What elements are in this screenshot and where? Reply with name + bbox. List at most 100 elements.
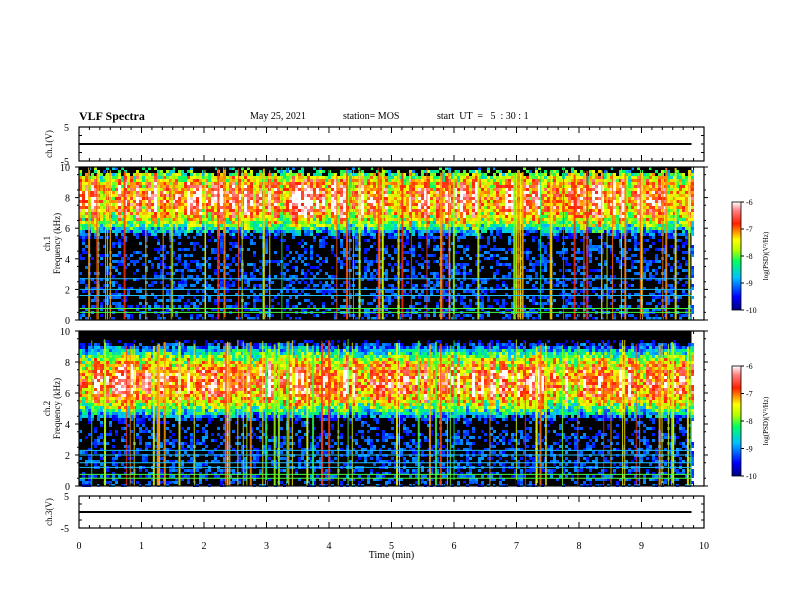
spectrogram-cell	[460, 263, 463, 266]
spectrogram-cell	[526, 185, 529, 188]
spectrogram-cell	[304, 212, 307, 215]
spectrogram-cell	[481, 299, 484, 302]
spectrogram-cell	[361, 227, 364, 230]
spectrogram-cell	[175, 215, 178, 218]
spectrogram-cell	[385, 272, 388, 275]
spectrogram-cell	[127, 200, 130, 203]
spectrogram-cell	[130, 182, 133, 185]
spectrogram-cell	[277, 185, 280, 188]
spectrogram-cell	[526, 224, 529, 227]
spectrogram-cell	[403, 269, 406, 272]
spectrogram-cell	[478, 170, 481, 173]
spectrogram-cell	[91, 224, 94, 227]
spectrogram-cell	[157, 305, 160, 308]
spectrogram-cell	[496, 194, 499, 197]
spectrogram-cell	[337, 221, 340, 224]
spectrogram-cell	[181, 224, 184, 227]
spectrogram-cell	[526, 200, 529, 203]
spectrogram-cell	[244, 305, 247, 308]
spectrogram-cell	[322, 206, 325, 209]
spectrogram-cell	[196, 260, 199, 263]
spectrogram-cell	[367, 179, 370, 182]
spectrogram-cell	[214, 209, 217, 212]
spectrogram-cell	[271, 305, 274, 308]
spectrogram-cell	[394, 218, 397, 221]
spectrogram-cell	[265, 230, 268, 233]
spectrogram-cell	[196, 215, 199, 218]
spectrogram-cell	[355, 176, 358, 179]
spectrogram-cell	[403, 206, 406, 209]
spectrogram-cell	[427, 239, 430, 242]
spectrogram-cell	[457, 230, 460, 233]
spectrogram-cell	[259, 188, 262, 191]
spectrogram-cell	[316, 173, 319, 176]
spectrogram-cell	[178, 230, 181, 233]
spectrogram-cell	[331, 221, 334, 224]
spectrogram-cell	[85, 218, 88, 221]
spectrogram-cell	[367, 218, 370, 221]
spectrogram-cell	[427, 182, 430, 185]
spectrogram-cell	[322, 185, 325, 188]
spectrogram-cell	[421, 248, 424, 251]
spectrogram-cell	[310, 197, 313, 200]
spectrogram-cell	[466, 230, 469, 233]
spectrogram-cell	[283, 263, 286, 266]
spectrogram-cell	[157, 203, 160, 206]
spectrogram-cell	[418, 227, 421, 230]
spectrogram-cell	[304, 281, 307, 284]
spectrogram-cell	[133, 182, 136, 185]
spectrogram-cell	[139, 179, 142, 182]
spectrogram-cell	[325, 200, 328, 203]
spectrogram-cell	[343, 233, 346, 236]
spectrogram-cell	[199, 230, 202, 233]
spectrogram-cell	[199, 269, 202, 272]
spectrogram-cell	[100, 176, 103, 179]
spectrogram-cell	[304, 224, 307, 227]
spectrogram-cell	[259, 266, 262, 269]
spectrogram-cell	[535, 260, 538, 263]
spectrogram-cell	[406, 206, 409, 209]
spectrogram-cell	[112, 254, 115, 257]
spectrogram-cell	[508, 209, 511, 212]
spectrogram-cell	[184, 233, 187, 236]
spectrogram-cell	[244, 191, 247, 194]
spectrogram-cell	[340, 227, 343, 230]
spectrogram-cell	[226, 188, 229, 191]
spectrogram-cell	[160, 194, 163, 197]
spectrogram-cell	[190, 260, 193, 263]
spectrogram-cell	[193, 200, 196, 203]
spectrogram-cell	[220, 218, 223, 221]
spectrogram-cell	[157, 275, 160, 278]
spectrogram-cell	[154, 173, 157, 176]
spectrogram-cell	[466, 179, 469, 182]
spectrogram-cell	[148, 176, 151, 179]
spectrogram-cell	[184, 248, 187, 251]
spectrogram-cell	[211, 197, 214, 200]
spectrogram-cell	[157, 197, 160, 200]
spectrogram-cell	[187, 275, 190, 278]
spectrogram-cell	[505, 209, 508, 212]
spectrogram-cell	[271, 260, 274, 263]
spectrogram-cell	[508, 188, 511, 191]
spectrogram-cell	[136, 179, 139, 182]
spectrogram-cell	[325, 224, 328, 227]
spectrogram-cell	[100, 188, 103, 191]
spectrogram-cell	[283, 173, 286, 176]
spectrogram-cell	[304, 257, 307, 260]
spectrogram-cell	[406, 224, 409, 227]
spectrogram-cell	[481, 215, 484, 218]
spectrogram-cell	[157, 227, 160, 230]
spectrogram-cell	[154, 182, 157, 185]
spectrogram-cell	[133, 200, 136, 203]
spectrogram-cell	[253, 263, 256, 266]
spectrogram-cell	[487, 257, 490, 260]
spectrogram-cell	[292, 290, 295, 293]
spectrogram-cell	[271, 185, 274, 188]
spectrogram-cell	[532, 212, 535, 215]
spectrogram-cell	[433, 239, 436, 242]
spectrogram-cell	[295, 260, 298, 263]
spectrogram-cell	[253, 185, 256, 188]
spectrogram-cell	[364, 266, 367, 269]
spectrogram-cell	[82, 257, 85, 260]
spectrogram-cell	[139, 182, 142, 185]
